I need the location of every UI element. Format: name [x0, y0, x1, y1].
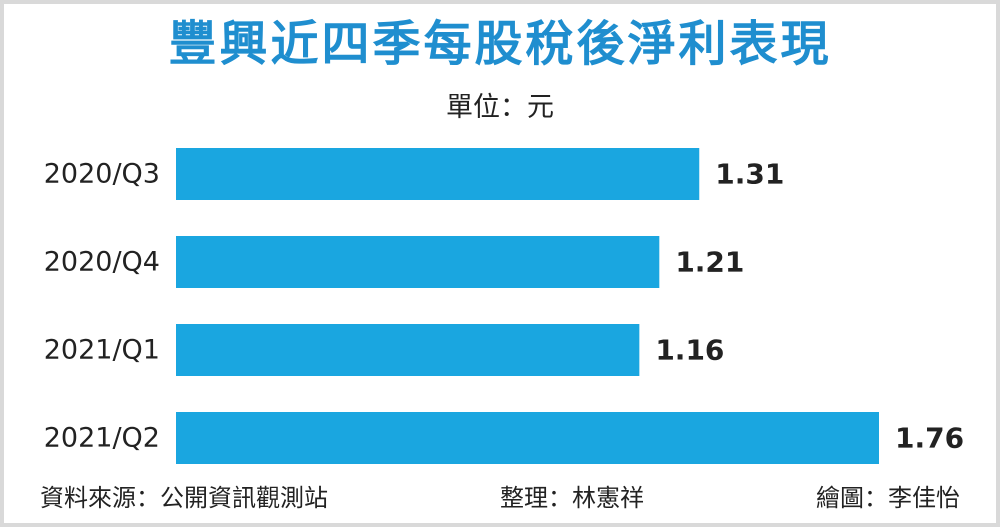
- category-label: 2020/Q3: [44, 159, 160, 190]
- bars-layer: 2020/Q3 1.31 2020/Q4 1.21 2021/Q1 1.16 2021/Q2…: [44, 148, 964, 464]
- value-label: 1.31: [715, 158, 784, 191]
- editor-credit: 整理：林憲祥: [500, 484, 644, 512]
- source-note: 資料來源：公開資訊觀測站: [40, 484, 328, 512]
- value-label: 1.21: [675, 246, 744, 279]
- value-label: 1.76: [895, 422, 964, 455]
- value-label: 1.16: [655, 334, 724, 367]
- category-label: 2021/Q1: [44, 335, 160, 366]
- category-label: 2020/Q4: [44, 247, 160, 278]
- unit-label: 單位：元: [446, 92, 554, 123]
- bar: [176, 412, 879, 464]
- bar: [176, 148, 700, 200]
- category-label: 2021/Q2: [44, 423, 160, 454]
- artist-credit: 繪圖：李佳怡: [816, 484, 960, 512]
- chart-title: 豐興近四季每股稅後淨利表現: [168, 16, 832, 72]
- bar: [176, 324, 640, 376]
- bar: [176, 236, 660, 288]
